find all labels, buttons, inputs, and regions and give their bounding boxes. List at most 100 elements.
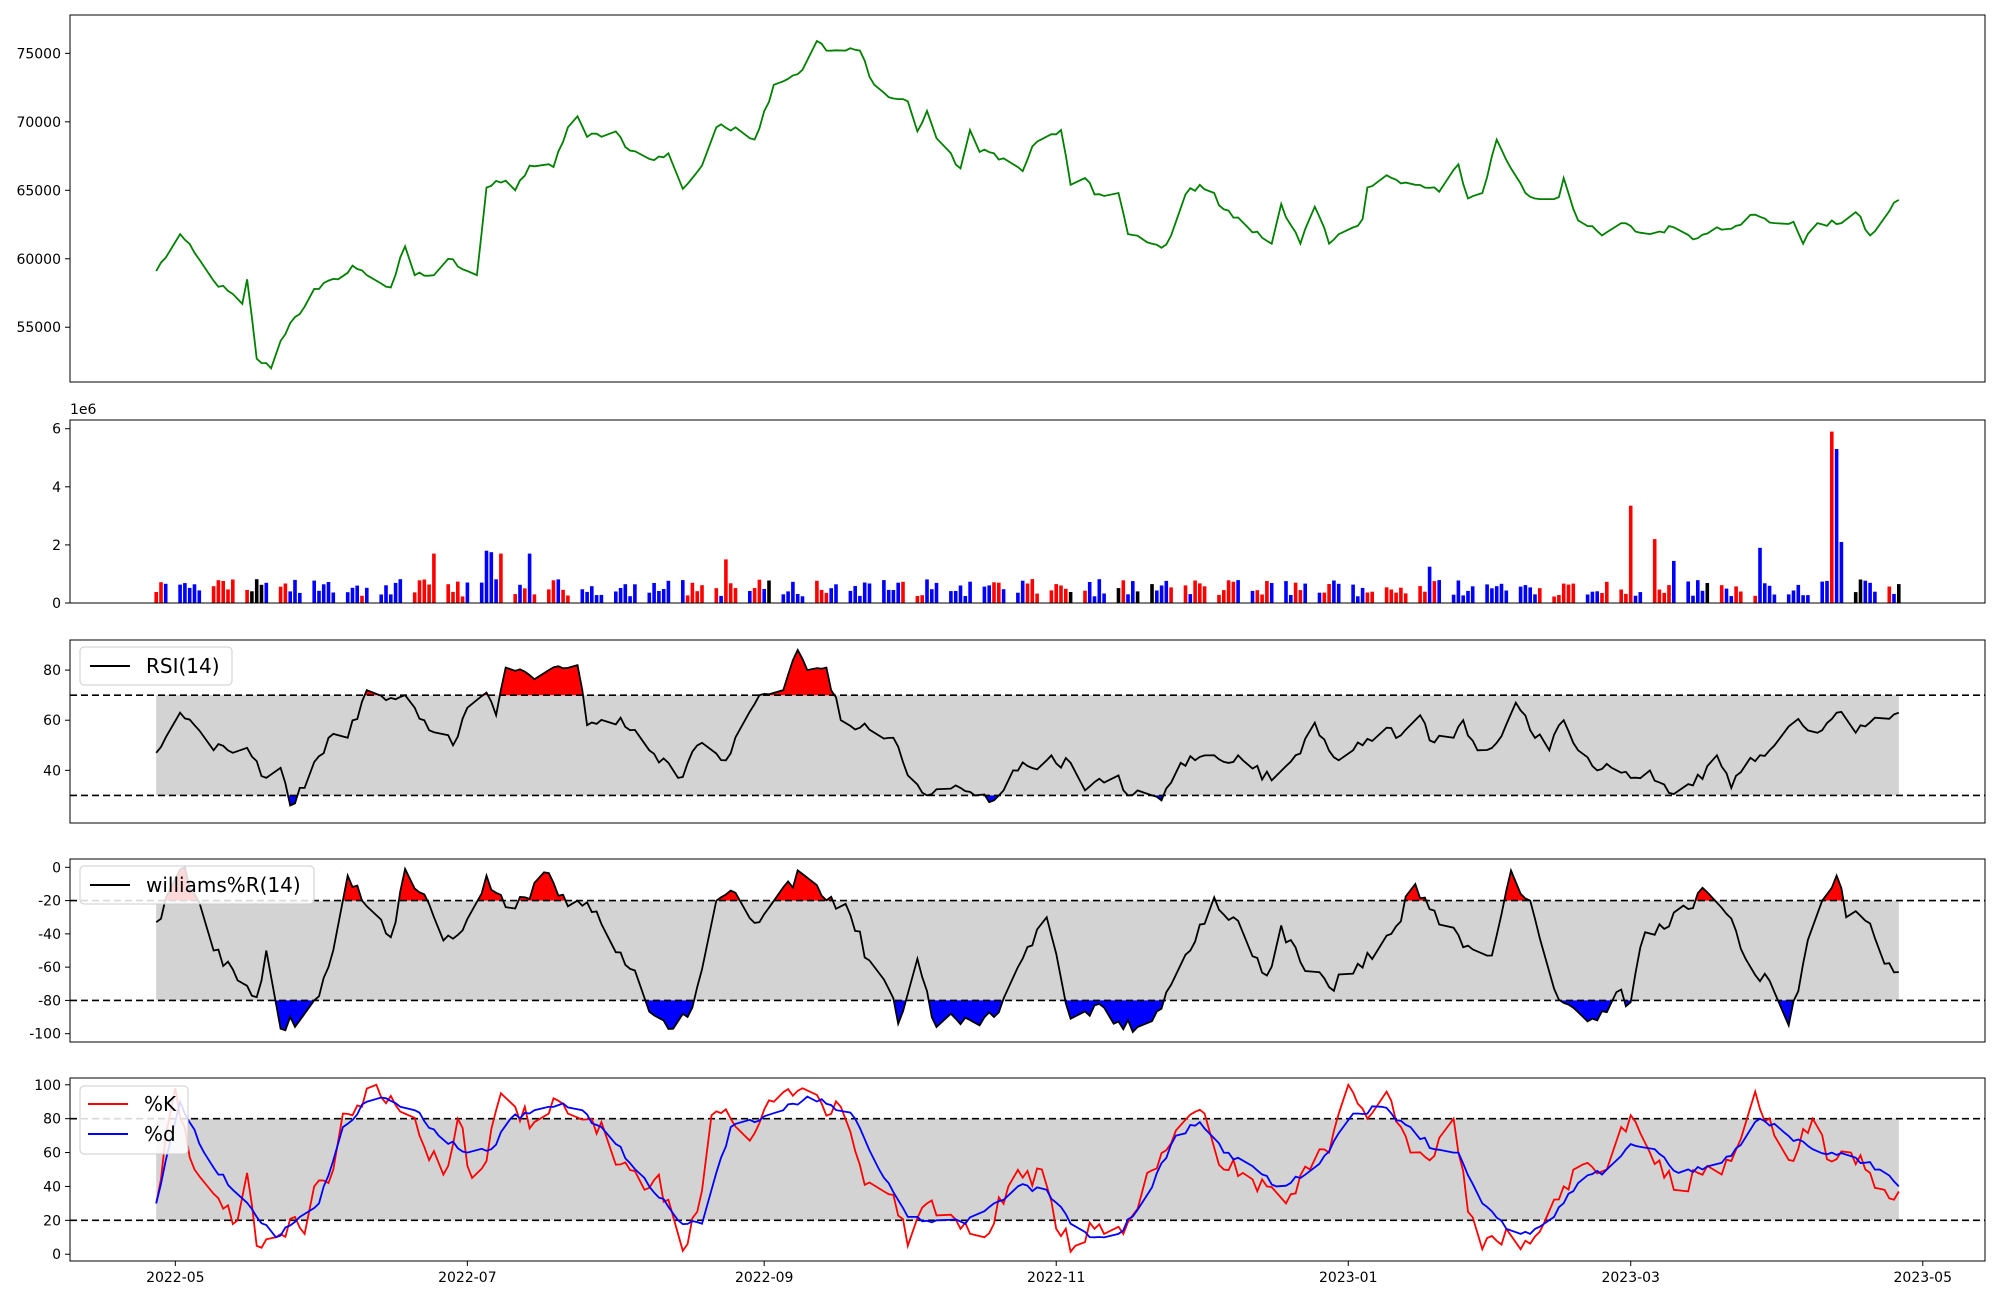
volume-bar bbox=[479, 582, 484, 603]
volume-bar bbox=[1494, 586, 1499, 603]
volume-bar bbox=[1734, 586, 1738, 603]
volume-bar bbox=[1758, 547, 1762, 603]
x-tick-label: 2022-11 bbox=[1027, 1270, 1086, 1286]
williams-overbought-fill bbox=[774, 870, 833, 901]
volume-bar bbox=[1087, 582, 1092, 603]
rsi-band bbox=[156, 695, 1899, 796]
volume-bar bbox=[618, 588, 623, 603]
williams-oversold-fill bbox=[645, 1000, 694, 1029]
volume-bar bbox=[1255, 590, 1260, 603]
volume-bar bbox=[1289, 595, 1293, 603]
volume-bar bbox=[757, 579, 762, 603]
volume-bar bbox=[958, 585, 963, 603]
volume-bar bbox=[1806, 595, 1810, 603]
d-legend-label: %d bbox=[144, 1122, 176, 1146]
volume-bar bbox=[1557, 595, 1561, 603]
volume-bar bbox=[355, 585, 359, 603]
volume-bar bbox=[1490, 588, 1494, 603]
volume-bar bbox=[197, 590, 202, 603]
volume-bar bbox=[1605, 581, 1609, 603]
volume-bar bbox=[1126, 594, 1130, 603]
volume-bar bbox=[1691, 595, 1695, 603]
volume-bar bbox=[1700, 590, 1705, 603]
volume-bar bbox=[1820, 581, 1824, 603]
volume-bar bbox=[1619, 589, 1623, 603]
volume-bar bbox=[949, 591, 953, 603]
volume-bar bbox=[1897, 584, 1901, 603]
volume-bar bbox=[1155, 590, 1159, 603]
volume-bar bbox=[345, 592, 350, 603]
volume-bar bbox=[800, 596, 805, 603]
volume-bar bbox=[925, 579, 929, 603]
volume-bar bbox=[1183, 585, 1188, 603]
volume-bar bbox=[1552, 596, 1556, 603]
volume-bar bbox=[1528, 587, 1532, 603]
volume-bar bbox=[384, 585, 388, 603]
volume-bar bbox=[733, 588, 738, 603]
volume-bar bbox=[360, 595, 364, 603]
volume-bar bbox=[628, 596, 632, 603]
volume-bar bbox=[446, 584, 450, 603]
volume-bar bbox=[226, 589, 230, 603]
volume-bar bbox=[599, 594, 604, 603]
williams-band bbox=[156, 900, 1899, 1001]
volume-bar bbox=[1001, 589, 1006, 603]
williams-y-tick-label: -20 bbox=[38, 894, 61, 910]
volume-bar bbox=[920, 595, 924, 603]
volume-bar bbox=[417, 580, 422, 603]
volume-bar bbox=[494, 579, 498, 603]
volume-y-tick-label: 6 bbox=[52, 422, 61, 438]
price-y-tick-label: 65000 bbox=[16, 183, 61, 199]
volume-bar bbox=[1657, 589, 1662, 603]
volume-bar bbox=[1772, 594, 1777, 603]
volume-bar bbox=[460, 596, 465, 603]
volume-bar bbox=[862, 582, 867, 603]
volume-bar bbox=[566, 595, 570, 603]
volume-bar bbox=[1030, 579, 1035, 603]
volume-bar bbox=[283, 583, 288, 603]
volume-bar bbox=[767, 580, 771, 603]
williams-legend-label: williams%R(14) bbox=[146, 873, 301, 897]
volume-bar bbox=[915, 596, 920, 603]
volume-bar bbox=[614, 591, 618, 603]
volume-bar bbox=[1791, 590, 1796, 603]
volume-bar bbox=[1724, 588, 1729, 603]
volume-bar bbox=[1250, 590, 1255, 603]
volume-bar bbox=[1858, 579, 1863, 603]
volume-bar bbox=[250, 591, 254, 603]
volume-bar bbox=[1633, 595, 1638, 603]
volume-bar bbox=[1499, 583, 1504, 603]
volume-bar bbox=[1356, 596, 1360, 603]
volume-bar bbox=[451, 591, 455, 603]
volume-bar bbox=[1667, 585, 1671, 603]
volume-bar bbox=[551, 580, 556, 603]
volume-bar bbox=[681, 580, 685, 603]
volume-bar bbox=[312, 580, 316, 603]
volume-bar bbox=[652, 583, 656, 603]
volume-bar bbox=[1485, 584, 1489, 603]
volume-bar bbox=[666, 580, 671, 603]
volume-bar bbox=[1016, 592, 1020, 603]
volume-bar bbox=[1834, 449, 1839, 603]
price-line bbox=[155, 39, 1900, 371]
rsi-legend: RSI(14) bbox=[79, 646, 233, 686]
volume-bar bbox=[1097, 579, 1102, 603]
stochastic-y-tick-label: 0 bbox=[52, 1247, 61, 1263]
volume-bar bbox=[1628, 505, 1633, 603]
volume-bar bbox=[1159, 585, 1164, 603]
volume-bar bbox=[1538, 588, 1542, 603]
volume-bar bbox=[527, 553, 532, 603]
volume-bar bbox=[901, 581, 905, 603]
williams-oversold-fill bbox=[275, 1000, 315, 1031]
volume-bar bbox=[594, 595, 599, 603]
volume-bar bbox=[930, 589, 934, 603]
volume-bar bbox=[1786, 594, 1791, 603]
volume-bar bbox=[1217, 594, 1221, 603]
volume-bar bbox=[719, 595, 723, 603]
x-tick-label: 2022-07 bbox=[438, 1270, 497, 1286]
williams-y-tick-label: -100 bbox=[29, 1027, 61, 1043]
volume-bar bbox=[298, 592, 302, 603]
volume-bar bbox=[1102, 593, 1106, 603]
price-y-tick-label: 60000 bbox=[16, 252, 61, 268]
price-y-tick-label: 55000 bbox=[16, 320, 61, 336]
